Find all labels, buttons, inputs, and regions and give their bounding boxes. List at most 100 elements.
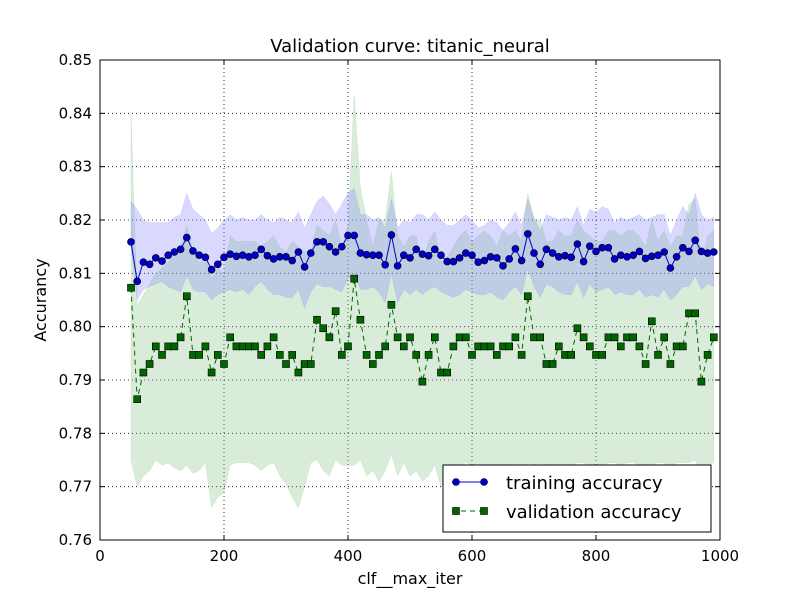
x-tick-label: 800 [582,547,611,565]
training-accuracy-point [331,248,340,256]
validation-accuracy-point [536,333,545,342]
training-accuracy-point [412,245,421,254]
training-accuracy-point [238,251,247,259]
training-accuracy-point [474,258,483,266]
training-accuracy-point [505,255,514,263]
training-accuracy-point [232,252,241,261]
validation-accuracy-point [176,333,185,342]
training-accuracy-point [387,231,396,239]
validation-accuracy-point [629,333,638,342]
validation-accuracy-point [282,360,290,368]
x-tick-label: 0 [95,547,105,565]
validation-accuracy-point [424,351,433,359]
training-accuracy-point [325,242,334,251]
x-tick-label: 1000 [701,547,739,565]
validation-accuracy-point [381,342,390,351]
x-tick-label: 400 [334,547,363,565]
validation-accuracy-point [344,342,352,351]
training-accuracy-point [183,233,191,242]
y-tick-label: 0.80 [59,318,92,336]
validation-accuracy-point [492,351,501,359]
training-accuracy-point [145,260,154,269]
training-accuracy-point [573,240,582,248]
legend-training-label: training accuracy [506,473,663,494]
y-tick-label: 0.77 [59,478,92,496]
validation-accuracy-point [703,351,712,359]
training-accuracy-point [709,248,718,256]
training-accuracy-point [251,251,259,259]
validation-accuracy-point [666,360,675,368]
training-accuracy-point [536,260,545,269]
validation-accuracy-point [548,360,557,368]
training-accuracy-point [660,248,669,256]
training-accuracy-point [517,256,526,265]
legend-validation-marker [480,507,488,515]
training-accuracy-point [306,249,315,257]
training-accuracy-point [530,249,538,257]
confidence-bands [130,94,715,509]
y-tick-label: 0.82 [59,211,92,229]
training-accuracy-point [337,242,346,251]
training-accuracy-point [554,252,563,261]
validation-accuracy-point [505,342,514,351]
training-accuracy-point [245,252,253,261]
validation-accuracy-point [412,351,421,359]
training-accuracy-point [647,252,656,261]
legend-validation-marker [452,507,460,515]
training-accuracy-point [406,254,414,262]
validation-accuracy-point [443,368,452,377]
validation-accuracy-point [152,342,160,351]
training-accuracy-point [207,265,216,274]
y-tick-label: 0.85 [59,51,92,69]
legend-box [442,464,712,533]
validation-accuracy-point [139,368,148,377]
training-accuracy-point [158,257,166,265]
training-accuracy-point [164,251,172,259]
validation-accuracy-point [449,342,458,351]
training-accuracy-point [511,245,520,253]
training-accuracy-point [294,248,303,256]
validation-accuracy-point [654,351,662,359]
training-accuracy-point [654,251,662,259]
training-accuracy-point [176,245,185,254]
y-axis-label: Accurancy [31,258,50,341]
training-accuracy-point [579,257,588,266]
series-markers [127,230,718,404]
y-tick-label: 0.84 [59,104,92,122]
validation-accuracy-point [585,342,594,351]
training-accuracy-band [130,187,715,309]
training-accuracy-point [220,253,228,262]
validation-accuracy-point [709,333,718,342]
y-tick-label: 0.76 [59,531,92,549]
training-accuracy-point [381,260,390,269]
validation-accuracy-point [331,307,340,316]
training-accuracy-point [430,245,439,254]
legend: training accuracy validation accuracy [442,464,712,533]
training-accuracy-point [480,256,489,265]
validation-accuracy-point [306,360,315,368]
validation-accuracy-point [368,360,377,368]
validation-accuracy-point [195,351,203,359]
training-accuracy-point [492,254,501,262]
x-tick-label: 200 [210,547,239,565]
validation-accuracy-point [635,342,644,351]
validation-accuracy-point [170,342,179,351]
training-accuracy-point [133,277,141,286]
y-tick-label: 0.83 [59,158,92,176]
y-tick-label: 0.78 [59,424,92,442]
training-accuracy-point [610,255,619,263]
axis-ticks: 0 200 400 600 800 1000 0.76 0.77 0.78 0.79 0.80 0.8… [59,51,740,565]
validation-accuracy-point [183,292,191,301]
training-accuracy-point [561,251,569,260]
training-accuracy-point [375,251,383,259]
training-accuracy-point [356,249,365,257]
training-accuracy-point [666,264,675,272]
validation-accuracy-point [647,317,656,326]
validation-accuracy-point [691,309,700,318]
training-accuracy-point [616,251,625,259]
validation-accuracy-point [269,333,278,342]
training-accuracy-point [350,231,359,240]
training-accuracy-point [585,242,594,250]
training-accuracy-point [393,262,402,270]
y-tick-label: 0.81 [59,264,92,282]
